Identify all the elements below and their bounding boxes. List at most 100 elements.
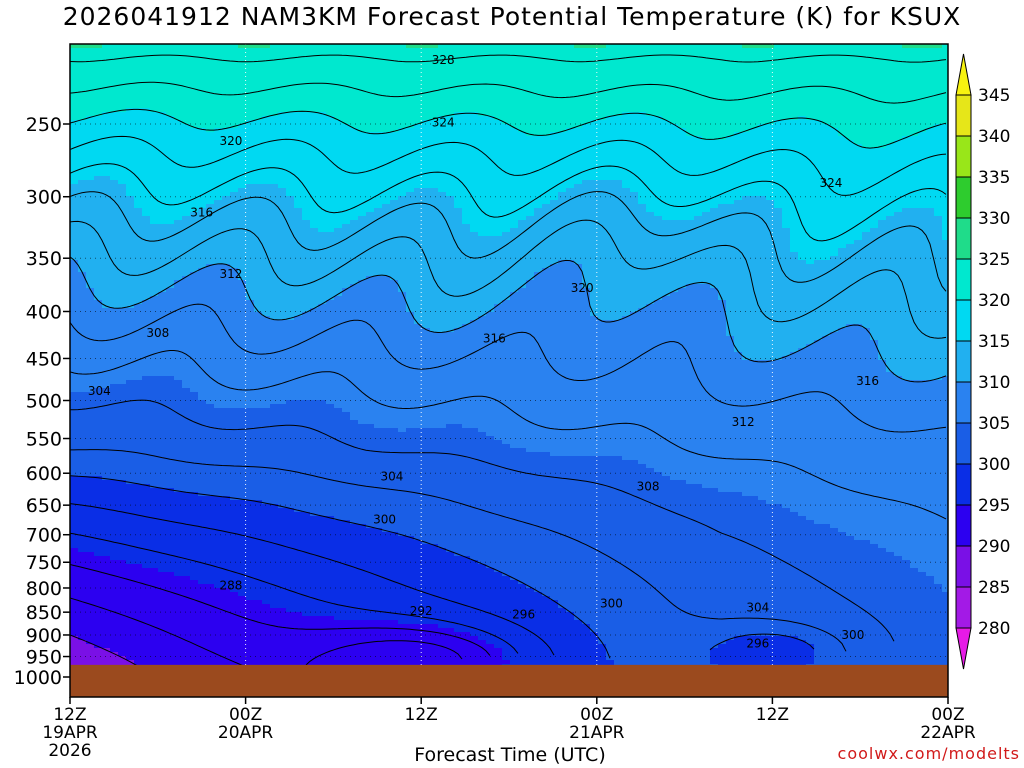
field-cell <box>294 436 303 441</box>
field-cell <box>118 376 127 381</box>
field-cell <box>254 304 263 309</box>
field-cell <box>102 548 111 553</box>
field-cell <box>182 320 191 325</box>
field-cell <box>294 360 303 365</box>
field-cell <box>110 360 119 365</box>
field-cell <box>158 348 167 353</box>
field-cell <box>134 208 143 213</box>
field-cell <box>278 476 287 481</box>
field-cell <box>254 428 263 433</box>
field-cell <box>118 284 127 289</box>
field-cell <box>102 220 111 225</box>
field-cell <box>78 648 87 653</box>
field-cell <box>214 88 223 93</box>
field-cell <box>254 156 263 161</box>
field-cell <box>278 228 287 233</box>
field-cell <box>230 88 239 93</box>
field-cell <box>118 132 127 137</box>
field-cell <box>158 660 167 665</box>
field-cell <box>302 476 311 481</box>
field-cell <box>286 160 295 165</box>
field-cell <box>214 348 223 353</box>
field-cell <box>286 420 295 425</box>
field-cell <box>246 92 255 97</box>
field-cell <box>182 472 191 477</box>
field-cell <box>102 96 111 101</box>
field-cell <box>190 428 199 433</box>
field-cell <box>142 204 151 209</box>
field-cell <box>110 180 119 185</box>
field-cell <box>246 304 255 309</box>
field-cell <box>294 588 303 593</box>
field-cell <box>174 496 183 501</box>
field-cell <box>134 572 143 577</box>
field-cell <box>310 156 319 161</box>
field-cell <box>182 164 191 169</box>
field-cell <box>310 344 319 349</box>
field-cell <box>70 332 79 337</box>
field-cell <box>302 200 311 205</box>
field-cell <box>238 76 247 81</box>
field-cell <box>286 304 295 309</box>
field-cell <box>254 488 263 493</box>
field-cell <box>142 504 151 509</box>
field-cell <box>86 352 95 357</box>
field-cell <box>86 380 95 385</box>
field-cell <box>158 208 167 213</box>
field-cell <box>294 68 303 73</box>
field-cell <box>158 152 167 157</box>
field-cell <box>262 48 271 53</box>
field-cell <box>270 660 279 665</box>
field-cell <box>302 436 311 441</box>
field-cell <box>134 100 143 105</box>
field-cell <box>142 384 151 389</box>
field-cell <box>246 60 255 65</box>
field-cell <box>158 652 167 657</box>
field-cell <box>286 580 295 585</box>
field-cell <box>182 292 191 297</box>
field-cell <box>94 528 103 533</box>
field-cell <box>222 420 231 425</box>
field-cell <box>206 328 215 333</box>
field-cell <box>182 208 191 213</box>
field-cell <box>230 108 239 113</box>
field-cell <box>262 496 271 501</box>
field-cell <box>118 308 127 313</box>
field-cell <box>254 516 263 521</box>
field-cell <box>246 352 255 357</box>
field-cell <box>278 136 287 141</box>
field-cell <box>262 128 271 133</box>
field-cell <box>270 400 279 405</box>
field-cell <box>110 604 119 609</box>
field-cell <box>270 516 279 521</box>
field-cell <box>110 316 119 321</box>
field-cell <box>134 548 143 553</box>
field-cell <box>174 268 183 273</box>
field-cell <box>86 328 95 333</box>
field-cell <box>78 468 87 473</box>
field-cell <box>150 64 159 69</box>
field-cell <box>230 600 239 605</box>
field-cell <box>174 240 183 245</box>
field-cell <box>70 204 79 209</box>
field-cell <box>278 224 287 229</box>
field-cell <box>78 384 87 389</box>
field-cell <box>206 312 215 317</box>
field-cell <box>214 96 223 101</box>
field-cell <box>70 504 79 509</box>
field-cell <box>118 648 127 653</box>
field-cell <box>270 608 279 613</box>
field-cell <box>286 396 295 401</box>
field-cell <box>230 396 239 401</box>
field-cell <box>150 380 159 385</box>
field-cell <box>302 560 311 565</box>
field-cell <box>102 368 111 373</box>
field-cell <box>230 184 239 189</box>
field-cell <box>134 76 143 81</box>
field-cell <box>302 608 311 613</box>
field-cell <box>86 660 95 665</box>
field-cell <box>150 472 159 477</box>
field-cell <box>70 636 79 641</box>
field-cell <box>78 532 87 537</box>
field-cell <box>86 528 95 533</box>
